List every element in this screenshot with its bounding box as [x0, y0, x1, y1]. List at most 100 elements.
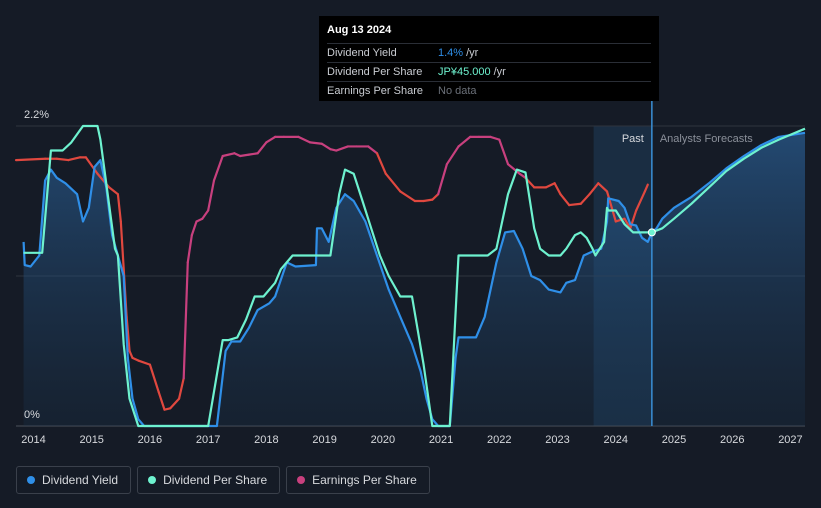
tooltip-row-earnings-per-share: Earnings Per Share No data	[327, 81, 651, 100]
tooltip-value: JP¥45.000	[438, 66, 491, 78]
eps-line-segment	[256, 141, 268, 155]
tooltip-unit: /yr	[466, 47, 479, 59]
eps-line-segment	[437, 163, 448, 196]
eps-line-segment	[186, 233, 193, 264]
eps-line-segment	[297, 135, 312, 144]
eps-line-segment	[67, 156, 82, 162]
legend-label: Earnings Per Share	[312, 473, 417, 487]
eps-line-segment	[553, 182, 562, 196]
x-tick-label: 2019	[312, 434, 336, 446]
legend-item-dividend-per-share[interactable]: Dividend Per Share	[137, 466, 281, 494]
x-tick-label: 2016	[138, 434, 162, 446]
eps-line-segment	[320, 142, 332, 151]
tooltip-row-dividend-per-share: Dividend Per Share JP¥45.000/yr	[327, 62, 651, 81]
x-tick-label: 2015	[79, 434, 103, 446]
eps-line-segment	[506, 163, 521, 175]
eps-line-segment	[518, 172, 527, 179]
legend-item-dividend-yield[interactable]: Dividend Yield	[16, 466, 132, 494]
x-axis-labels: 2014 2015 2016 2017 2018 2019 2020 2021 2022 2023…	[21, 434, 802, 446]
legend-item-earnings-per-share[interactable]: Earnings Per Share	[286, 466, 430, 494]
eps-line-segment	[605, 190, 617, 223]
eps-line-segment	[579, 193, 591, 205]
hover-marker-dot[interactable]	[647, 228, 656, 237]
eps-line-segment	[265, 135, 277, 144]
legend-dot-icon	[27, 476, 35, 484]
past-label: Past	[622, 133, 644, 145]
eps-line-segment	[239, 153, 251, 158]
eps-line-segment	[14, 157, 47, 162]
eps-line-segment	[212, 154, 224, 182]
x-tick-label: 2014	[21, 434, 45, 446]
x-tick-label: 2026	[720, 434, 744, 446]
tooltip-label: Dividend Yield	[327, 47, 397, 59]
eps-line-segment	[544, 182, 556, 189]
tooltip-row-dividend-yield: Dividend Yield 1.4%/yr	[327, 43, 651, 62]
eps-line-segment	[498, 138, 510, 166]
eps-line-segment	[84, 156, 99, 175]
eps-line-segment	[367, 145, 379, 155]
eps-line-segment	[55, 157, 70, 162]
x-tick-label: 2027	[778, 434, 802, 446]
eps-line-segment	[597, 182, 609, 193]
eps-line-segment	[568, 202, 582, 207]
y-tick-label: 0%	[24, 409, 40, 421]
eps-line-segment	[431, 193, 440, 201]
x-tick-label: 2025	[662, 434, 686, 446]
dividend-per-share-line	[23, 124, 806, 428]
eps-line-segment	[157, 390, 166, 411]
eps-line-segment	[169, 397, 181, 410]
tooltip-date: Aug 13 2024	[327, 24, 392, 36]
eps-line-segment	[384, 172, 402, 193]
eps-line-segment	[635, 190, 646, 212]
x-tick-label: 2020	[371, 434, 395, 446]
x-tick-label: 2021	[429, 434, 453, 446]
eps-line-segment	[190, 220, 198, 237]
x-tick-label: 2022	[487, 434, 511, 446]
x-tick-label: 2017	[196, 434, 220, 446]
eps-line-segment	[207, 179, 216, 212]
legend-label: Dividend Yield	[42, 473, 119, 487]
forecast-label: Analysts Forecasts	[660, 133, 753, 145]
area-fills	[23, 132, 806, 427]
eps-line-segment	[137, 359, 152, 366]
eps-line-segment	[108, 186, 120, 196]
y-tick-label: 2.2%	[24, 109, 49, 121]
eps-line-segment	[247, 152, 259, 156]
eps-line-segment	[489, 135, 501, 141]
tooltip-label: Earnings Per Share	[327, 85, 423, 97]
eps-line-segment	[445, 145, 460, 166]
eps-line-segment	[116, 193, 122, 223]
chart-tooltip: Aug 13 2024 Dividend Yield 1.4%/yr Divid…	[319, 16, 659, 101]
eps-line-segment	[559, 193, 571, 207]
eps-line-segment	[335, 145, 350, 152]
eps-line-segment	[375, 152, 387, 175]
eps-line-segment	[128, 349, 134, 359]
eps-line-segment	[588, 182, 600, 196]
tooltip-value: 1.4%	[438, 47, 464, 59]
eps-line-segment	[422, 198, 434, 203]
legend-dot-icon	[297, 476, 306, 484]
eps-line-segment	[148, 363, 160, 394]
eps-line-segment	[643, 183, 649, 193]
eps-line-segment	[308, 141, 323, 145]
eps-line-segment	[457, 135, 472, 148]
eps-line-segment	[177, 377, 185, 400]
eps-line-segment	[221, 152, 236, 158]
x-tick-label: 2023	[545, 434, 569, 446]
chart-legend: Dividend Yield Dividend Per Share Earnin…	[16, 466, 430, 494]
x-tick-label: 2018	[254, 434, 278, 446]
tooltip-label: Dividend Per Share	[327, 66, 423, 78]
y-axis-labels: 2.2% 0%	[24, 109, 49, 421]
series-lines	[14, 124, 806, 428]
eps-line-segment	[182, 261, 189, 380]
legend-dot-icon	[148, 476, 157, 484]
x-tick-label: 2024	[604, 434, 628, 446]
eps-line-segment	[614, 217, 626, 223]
tooltip-unit: /yr	[493, 66, 506, 78]
eps-line-segment	[201, 209, 210, 220]
tooltip-value: No data	[438, 85, 477, 97]
eps-line-segment	[623, 217, 632, 230]
legend-label: Dividend Per Share	[163, 473, 268, 487]
eps-line-segment	[399, 190, 416, 203]
